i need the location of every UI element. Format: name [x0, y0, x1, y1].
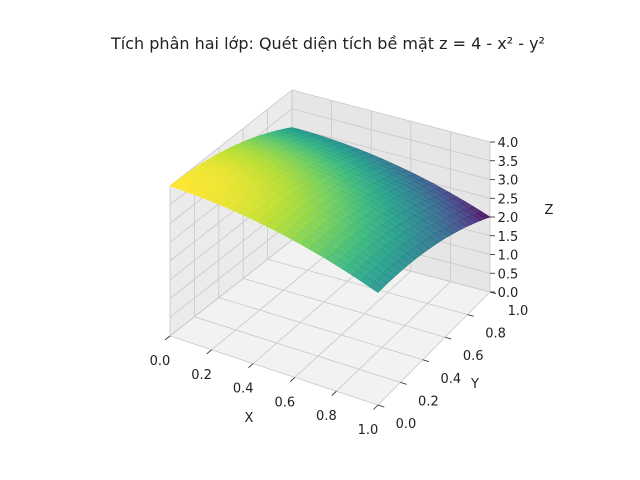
x-tick-mark	[206, 349, 212, 355]
surface	[169, 127, 491, 293]
y-tick-label: 1.0	[508, 304, 529, 319]
x-tick-label: 1.0	[358, 423, 379, 438]
y-tick-mark	[467, 314, 474, 317]
x-tick-mark	[331, 390, 337, 396]
floor-pane	[170, 240, 490, 405]
z-gridline	[169, 89, 491, 187]
z-tick-label: 2.5	[498, 192, 519, 207]
z-tick-label: 3.5	[498, 155, 519, 170]
x-tick-label: 0.4	[233, 382, 254, 397]
z-tick-label: 1.5	[498, 230, 519, 245]
x-tick-label: 0.8	[316, 409, 337, 424]
y-tick-mark	[422, 359, 430, 363]
y-tick-mark	[445, 336, 452, 340]
z-tick-label: 0.0	[498, 286, 519, 301]
x-axis-label: X	[245, 411, 254, 426]
x-tick-label: 0.0	[150, 354, 171, 369]
y-tick-label: 0.8	[485, 327, 506, 342]
z-tick-label: 2.0	[498, 211, 519, 226]
x-tick-mark	[373, 404, 379, 410]
x-tick-label: 0.2	[191, 368, 212, 383]
y-tick-label: 0.6	[463, 349, 484, 364]
axis-ticks: 0.00.20.40.60.81.0 0.00.20.40.60.81.00.00…	[150, 136, 529, 438]
y-axis-label: Y	[470, 377, 479, 392]
z-axis-label: Z	[545, 203, 554, 218]
y-tick-label: 0.4	[440, 372, 461, 387]
x-tick-mark	[164, 335, 171, 341]
y-tick-mark	[377, 404, 385, 408]
x-tick-mark	[248, 363, 254, 369]
z-gridline	[169, 239, 491, 337]
x-tick-label: 0.6	[274, 395, 295, 410]
y-tick-mark	[400, 382, 407, 385]
x-tick-mark	[289, 377, 296, 382]
y-tick-label: 0.2	[418, 394, 439, 409]
z-tick-label: 3.0	[498, 174, 519, 189]
surface-patch	[169, 181, 185, 190]
chart-title: Tích phân hai lớp: Quét diện tích bề mặt…	[110, 34, 545, 53]
z-tick-label: 4.0	[498, 136, 519, 151]
z-tick-label: 0.5	[498, 267, 519, 282]
y-tick-label: 0.0	[396, 417, 417, 432]
z-tick-label: 1.0	[498, 249, 519, 264]
